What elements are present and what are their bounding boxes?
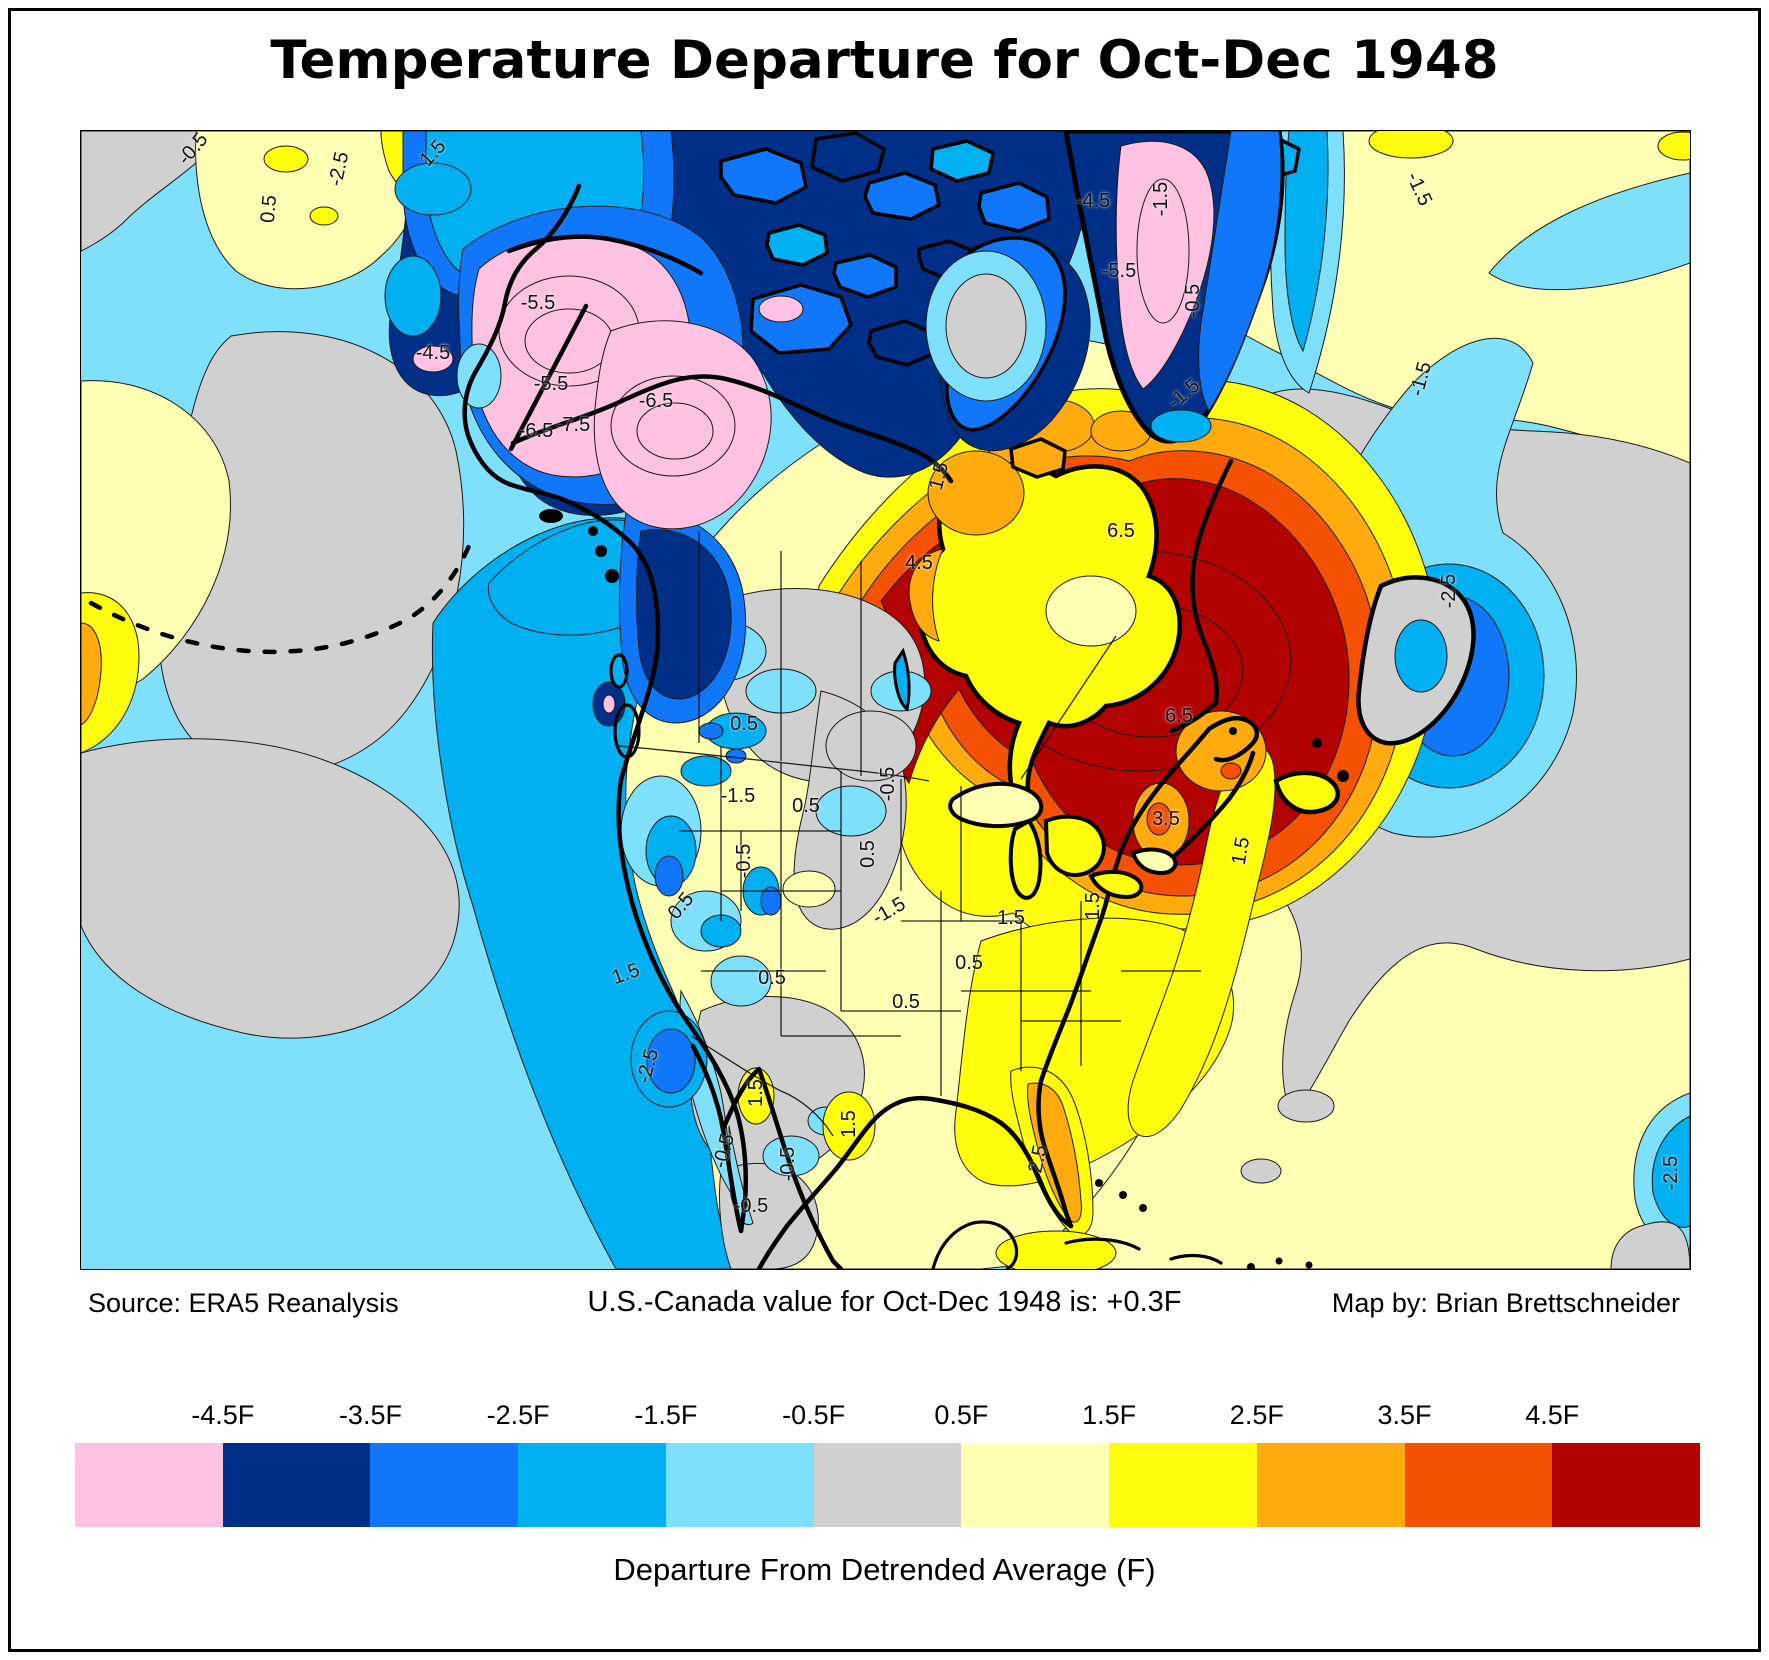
colorbar-swatch-redorange: [1404, 1443, 1553, 1527]
contour-label: 1.5: [1227, 835, 1255, 867]
contour-label: -2.5: [1438, 573, 1460, 609]
map-artwork: [81, 131, 1690, 1269]
anomaly-map: -0.5 0.5 -2.5 1.5 -5.5 -4.5 -5.5 -6.5 -7.5 -6.5 -4…: [80, 130, 1691, 1270]
contour-label: 2.5: [1024, 1143, 1052, 1175]
region-value-text: U.S.-Canada value for Oct-Dec 1948 is: +…: [587, 1286, 1182, 1318]
contour-label: -0.5: [777, 1146, 799, 1182]
contour-label: -0.5: [733, 843, 755, 879]
contour-label: 0.5: [730, 713, 758, 735]
contour-label: -1.5: [720, 785, 756, 807]
contour-label: -5.5: [533, 373, 569, 395]
contour-label: -6.5: [638, 390, 674, 412]
colorbar-tick: 4.5F: [1525, 1400, 1580, 1430]
contour-label: 0.5: [792, 795, 820, 817]
colorbar-tick: 0.5F: [934, 1400, 989, 1430]
contour-label: 1.5: [997, 907, 1025, 929]
colorbar-swatch-pink: [75, 1443, 223, 1527]
contour-label: 0.5: [758, 967, 786, 989]
contour-label: -7.5: [555, 414, 591, 436]
contour-label: -1.5: [1150, 181, 1172, 217]
contour-label: 0.5: [857, 840, 879, 868]
contour-label: 1.5: [745, 1079, 767, 1107]
contour-label: -5.5: [1101, 260, 1137, 282]
colorbar-tick-labels: -4.5F -3.5F -2.5F -1.5F -0.5F 0.5F 1.5F 2.5F 3.5…: [75, 1400, 1700, 1432]
contour-label: -0.5: [733, 1195, 769, 1217]
contour-label: 0.5: [892, 991, 920, 1013]
colorbar-swatch-navy: [222, 1443, 371, 1527]
warm-regions: [625, 333, 1437, 1269]
credit-text: Map by: Brian Brettschneider: [1331, 1288, 1680, 1318]
colorbar-caption: Departure From Detrended Average (F): [613, 1552, 1156, 1587]
colorbar-swatch-lightcyan: [665, 1443, 814, 1527]
contour-label: -0.5: [1182, 283, 1204, 319]
source-text: Source: ERA5 Reanalysis: [88, 1288, 399, 1318]
contour-label: 1.5: [1082, 892, 1104, 920]
page-border: [8, 8, 1761, 1652]
contour-label: -5.5: [520, 292, 556, 314]
colorbar-tick: -3.5F: [338, 1400, 402, 1430]
colorbar-tick: -4.5F: [191, 1400, 255, 1430]
contour-label: 4.5: [905, 552, 933, 574]
colorbar-tick: 3.5F: [1377, 1400, 1432, 1430]
colorbar-swatch-orange: [1256, 1443, 1405, 1527]
colorbar-tick: -0.5F: [782, 1400, 846, 1430]
colorbar-swatch-darkred: [1552, 1443, 1701, 1527]
contour-label: -0.5: [877, 766, 899, 802]
colorbar-tick: -1.5F: [634, 1400, 698, 1430]
contour-label: 6.5: [1165, 705, 1193, 727]
colorbar-swatch-gray: [813, 1443, 962, 1527]
colorbar-tick: -2.5F: [486, 1400, 550, 1430]
colorbar-swatch-blue: [370, 1443, 519, 1527]
colorbar-swatch-paleyellow: [961, 1443, 1110, 1527]
political-borders: [618, 531, 1201, 1137]
contour-label: 1.5: [838, 1110, 860, 1138]
contour-label: -6.5: [518, 420, 554, 442]
west-cold-patches: [620, 588, 932, 1269]
contour-label: -2.5: [1660, 1155, 1682, 1191]
coastlines: [88, 183, 1476, 1269]
map-title: Temperature Departure for Oct-Dec 1948: [270, 30, 1499, 91]
colorbar: [75, 1443, 1701, 1527]
colorbar-swatch-cyan: [518, 1443, 666, 1527]
colorbar-swatch-yellow: [1109, 1443, 1257, 1527]
contour-label: 6.5: [1107, 520, 1135, 542]
colorbar-tick: 1.5F: [1082, 1400, 1137, 1430]
contour-label: 0.5: [955, 952, 983, 974]
contour-label: -4.5: [1075, 190, 1111, 212]
contour-label: 0.5: [256, 194, 282, 224]
contour-label: 3.5: [1152, 808, 1180, 830]
colorbar-tick: 2.5F: [1229, 1400, 1284, 1430]
contour-label: -4.5: [415, 342, 451, 364]
